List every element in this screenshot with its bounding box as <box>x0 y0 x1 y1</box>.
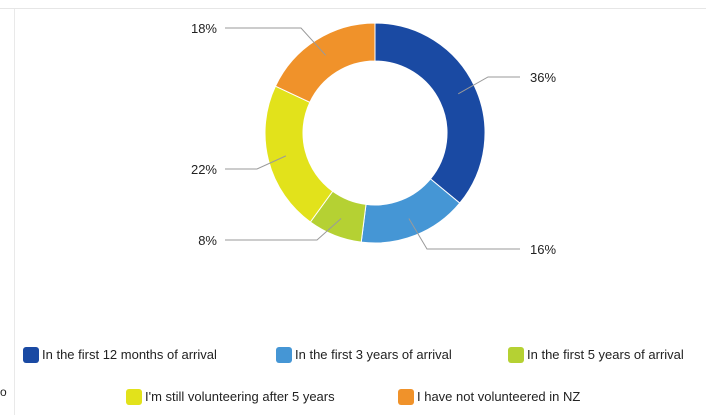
legend-swatch-first-12-months <box>23 347 39 363</box>
legend-label-not-volunteered: I have not volunteered in NZ <box>417 389 581 404</box>
leader-line-first-3-years <box>408 218 520 250</box>
leader-line-first-5-years <box>225 218 342 241</box>
data-label-not-volunteered: 18% <box>191 21 217 36</box>
legend-row-2: I'm still volunteering after 5 years I h… <box>0 387 706 407</box>
legend-swatch-first-3-years <box>276 347 292 363</box>
legend-item-still-volunteering[interactable]: I'm still volunteering after 5 years <box>126 387 335 407</box>
legend-swatch-first-5-years <box>508 347 524 363</box>
legend-item-first-5-years[interactable]: In the first 5 years of arrival <box>508 345 684 365</box>
legend-label-first-5-years: In the first 5 years of arrival <box>527 347 684 362</box>
legend-label-still-volunteering: I'm still volunteering after 5 years <box>145 389 335 404</box>
legend-item-first-12-months[interactable]: In the first 12 months of arrival <box>23 345 217 365</box>
clipped-edge-text: o <box>0 385 7 399</box>
leader-line-not-volunteered <box>225 27 327 56</box>
slice-still-volunteering[interactable] <box>264 85 334 223</box>
legend-label-first-3-years: In the first 3 years of arrival <box>295 347 452 362</box>
data-label-still-volunteering: 22% <box>191 162 217 177</box>
leader-line-first-12-months <box>457 76 520 95</box>
slice-first-12-months[interactable] <box>374 22 486 204</box>
legend-item-not-volunteered[interactable]: I have not volunteered in NZ <box>398 387 580 407</box>
data-label-first-3-years: 16% <box>530 242 556 257</box>
legend-label-first-12-months: In the first 12 months of arrival <box>42 347 217 362</box>
data-label-first-5-years: 8% <box>198 233 217 248</box>
legend-item-first-3-years[interactable]: In the first 3 years of arrival <box>276 345 452 365</box>
leader-line-still-volunteering <box>225 155 287 170</box>
slice-not-volunteered[interactable] <box>274 22 376 104</box>
legend-swatch-still-volunteering <box>126 389 142 405</box>
top-divider <box>0 8 706 9</box>
legend-swatch-not-volunteered <box>398 389 414 405</box>
donut-chart: 36% 16% 8% 22% 18% <box>191 21 556 257</box>
legend-row-1: In the first 12 months of arrival In the… <box>0 345 706 365</box>
left-divider <box>14 9 15 415</box>
data-label-first-12-months: 36% <box>530 70 556 85</box>
